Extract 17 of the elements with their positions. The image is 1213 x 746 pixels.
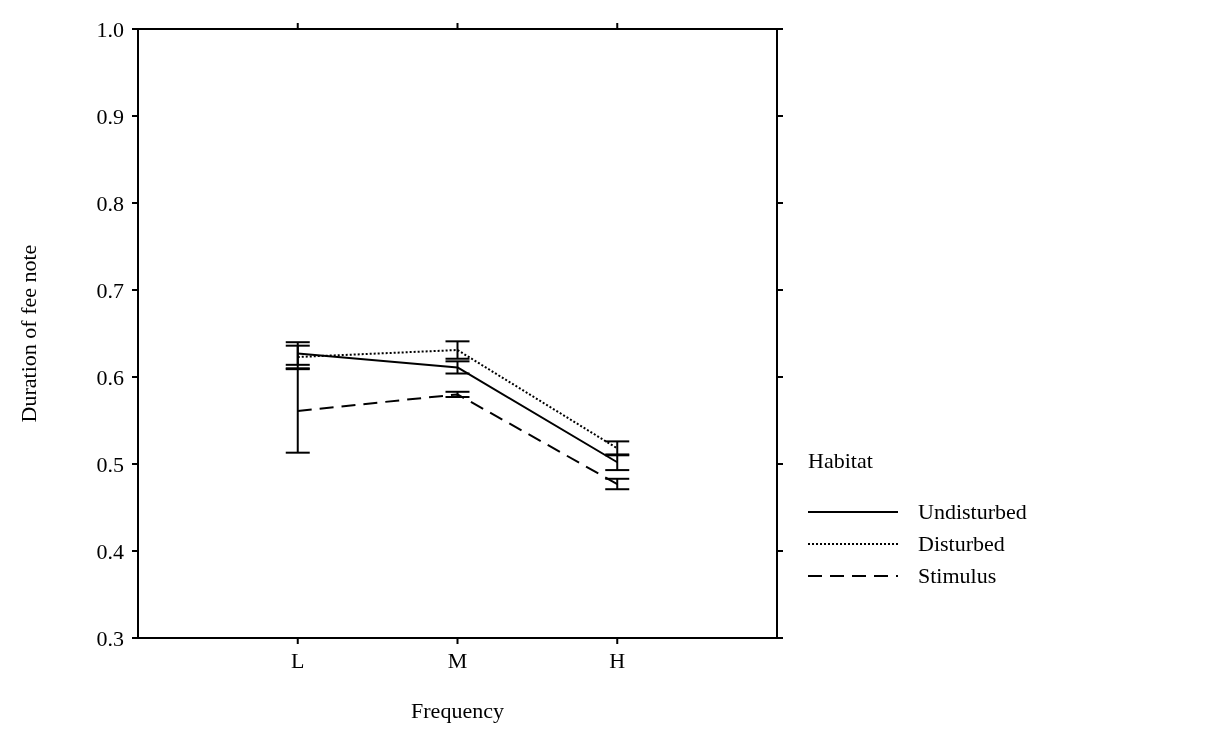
legend-label: Undisturbed xyxy=(918,499,1027,525)
y-tick-label: 0.9 xyxy=(96,103,124,129)
y-tick-label: 0.3 xyxy=(96,625,124,651)
y-tick-label: 0.7 xyxy=(96,277,124,303)
y-tick-label: 0.5 xyxy=(96,451,124,477)
x-tick-label: H xyxy=(609,647,626,673)
legend-label: Stimulus xyxy=(918,563,997,589)
y-tick-label: 0.4 xyxy=(96,538,124,564)
x-tick-label: L xyxy=(291,647,305,673)
y-axis-title: Duration of fee note xyxy=(15,244,41,423)
legend-title: Habitat xyxy=(808,448,874,474)
x-axis-title: Frequency xyxy=(411,698,504,723)
y-tick-label: 1.0 xyxy=(96,16,124,42)
legend-label: Disturbed xyxy=(918,531,1005,557)
x-tick-label: M xyxy=(447,647,468,673)
y-tick-label: 0.6 xyxy=(96,364,124,390)
y-tick-label: 0.8 xyxy=(96,190,124,216)
